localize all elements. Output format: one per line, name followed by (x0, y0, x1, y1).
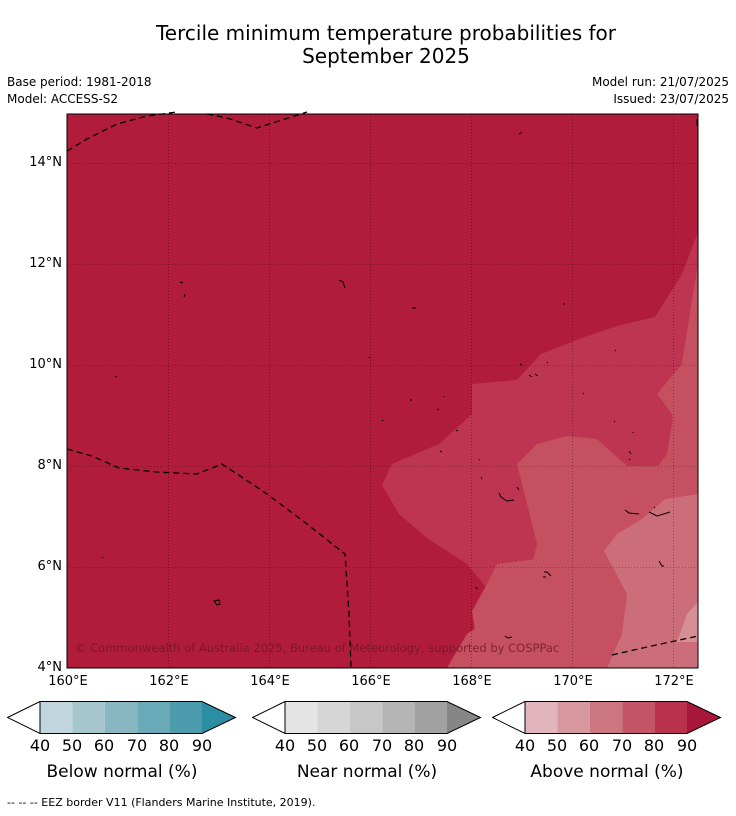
colorbar-near-max-arrow (447, 701, 481, 734)
below-tick-50: 50 (61, 736, 83, 755)
near-tick-70: 70 (371, 736, 393, 755)
colorbar-near-swatch-40 (285, 701, 318, 734)
below-tick-80: 80 (158, 736, 180, 755)
near-normal-title: Near normal (%) (296, 762, 438, 782)
below-normal-title: Below normal (%) (46, 762, 198, 782)
model-name: Model: ACCESS-S2 (7, 92, 119, 106)
lon-label-162: 162°E (149, 674, 189, 689)
colorbar-below (7, 701, 237, 735)
lat-label-6: 6°N (37, 559, 63, 574)
below-tick-40: 40 (29, 736, 51, 755)
lat-label-4: 4°N (37, 660, 63, 675)
colorbar-near-swatch-80 (414, 701, 447, 734)
colorbar-below-swatch-80 (169, 701, 202, 734)
map-frame (66, 113, 699, 669)
colorbar-above (492, 701, 722, 735)
copyright-text: © Commonwealth of Australia 2025, Bureau… (75, 641, 560, 655)
colorbar-above-swatch-40 (525, 701, 558, 734)
lon-label-170: 170°E (553, 674, 593, 689)
colorbar-below-min-arrow (7, 701, 41, 735)
islands (101, 119, 698, 639)
above-tick-80: 80 (643, 736, 665, 755)
region-above-60 (604, 494, 698, 668)
colorbar-near-min-arrow (252, 701, 286, 735)
above-tick-50: 50 (546, 736, 568, 755)
issued-date: Issued: 23/07/2025 (613, 92, 729, 106)
lon-label-160: 160°E (48, 674, 88, 689)
model-run: Model run: 21/07/2025 (591, 75, 729, 89)
colorbar-above-swatch-50 (557, 701, 590, 734)
colorbar-above-swatch-60 (589, 701, 623, 734)
colorbar-near-swatch-70 (382, 701, 415, 734)
near-tick-80: 80 (403, 736, 425, 755)
colorbar-above-min-arrow (492, 701, 526, 735)
above-tick-90: 90 (676, 736, 698, 755)
near-tick-60: 60 (338, 736, 360, 755)
title-line-2: September 2025 (302, 44, 470, 68)
title-line-1: Tercile minimum temperature probabilitie… (155, 21, 617, 45)
near-tick-50: 50 (306, 736, 328, 755)
region-above-50 (677, 602, 698, 642)
colorbar-near (252, 701, 482, 735)
gridlines (67, 114, 698, 668)
eez-borders (66, 111, 699, 669)
meta-left: Base period: 1981-2018 Model: ACCESS-S2 (7, 74, 152, 108)
meta-right: Model run: 21/07/2025 Issued: 23/07/2025 (592, 74, 729, 108)
near-tick-90: 90 (436, 736, 458, 755)
colorbar-above-swatch-70 (622, 701, 655, 734)
colorbar-near-swatch-50 (317, 701, 350, 734)
base-period: Base period: 1981-2018 (7, 75, 152, 89)
colorbar-near-swatch-60 (349, 701, 383, 734)
colorbar-below-swatch-50 (72, 701, 105, 734)
colorbar-below-swatch-70 (137, 701, 170, 734)
lon-label-164: 164°E (250, 674, 290, 689)
above-normal-title: Above normal (%) (530, 762, 684, 782)
colorbar-below-swatch-60 (104, 701, 138, 734)
colorbar-above-swatch-80 (654, 701, 687, 734)
below-tick-90: 90 (191, 736, 213, 755)
below-tick-60: 60 (93, 736, 115, 755)
below-tick-70: 70 (126, 736, 148, 755)
colorbar-above-max-arrow (687, 701, 721, 734)
lat-label-8: 8°N (37, 458, 63, 473)
lat-label-10: 10°N (29, 357, 62, 372)
colorbar-below-swatch-40 (40, 701, 73, 734)
lon-label-166: 166°E (351, 674, 391, 689)
above-tick-70: 70 (611, 736, 633, 755)
near-tick-40: 40 (274, 736, 296, 755)
lon-label-168: 168°E (452, 674, 492, 689)
map-title: Tercile minimum temperature probabilitie… (0, 22, 736, 68)
colorbar-below-max-arrow (202, 701, 236, 734)
lon-label-172: 172°E (654, 674, 694, 689)
above-tick-40: 40 (514, 736, 536, 755)
lat-label-14: 14°N (29, 155, 62, 170)
above-tick-60: 60 (578, 736, 600, 755)
lat-label-12: 12°N (29, 256, 62, 271)
eez-footnote: -- -- -- EEZ border V11 (Flanders Marine… (7, 796, 316, 809)
